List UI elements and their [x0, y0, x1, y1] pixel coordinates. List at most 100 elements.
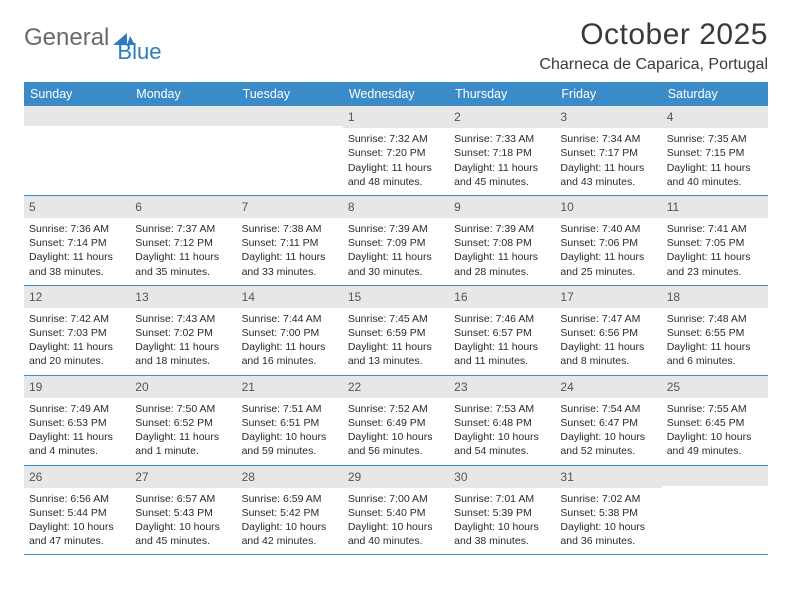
day-cell [24, 106, 130, 195]
daylight-text: Daylight: 11 hours and 8 minutes. [560, 340, 656, 368]
day-number: 31 [555, 466, 661, 488]
day-cell: 2Sunrise: 7:33 AMSunset: 7:18 PMDaylight… [449, 106, 555, 195]
day-details: Sunrise: 7:38 AMSunset: 7:11 PMDaylight:… [241, 222, 339, 279]
daylight-text: Daylight: 11 hours and 25 minutes. [560, 250, 656, 278]
sunrise-text: Sunrise: 7:50 AM [135, 402, 231, 416]
calendar: Sunday Monday Tuesday Wednesday Thursday… [24, 82, 768, 555]
day-details: Sunrise: 7:48 AMSunset: 6:55 PMDaylight:… [666, 312, 764, 369]
daylight-text: Daylight: 10 hours and 52 minutes. [560, 430, 656, 458]
sunrise-text: Sunrise: 7:48 AM [667, 312, 763, 326]
weekday-header: Sunday [24, 82, 130, 106]
day-details: Sunrise: 7:02 AMSunset: 5:38 PMDaylight:… [559, 492, 657, 549]
day-number: 1 [343, 106, 449, 128]
daylight-text: Daylight: 10 hours and 42 minutes. [242, 520, 338, 548]
day-details: Sunrise: 7:45 AMSunset: 6:59 PMDaylight:… [347, 312, 445, 369]
title-block: October 2025 Charneca de Caparica, Portu… [539, 18, 768, 74]
sunset-text: Sunset: 7:12 PM [135, 236, 231, 250]
day-details: Sunrise: 7:32 AMSunset: 7:20 PMDaylight:… [347, 132, 445, 189]
day-cell: 14Sunrise: 7:44 AMSunset: 7:00 PMDayligh… [237, 286, 343, 375]
day-cell: 29Sunrise: 7:00 AMSunset: 5:40 PMDayligh… [343, 466, 449, 555]
month-title: October 2025 [539, 18, 768, 52]
day-cell: 27Sunrise: 6:57 AMSunset: 5:43 PMDayligh… [130, 466, 236, 555]
sunrise-text: Sunrise: 7:35 AM [667, 132, 763, 146]
day-number: 22 [343, 376, 449, 398]
daylight-text: Daylight: 10 hours and 45 minutes. [135, 520, 231, 548]
day-details: Sunrise: 7:51 AMSunset: 6:51 PMDaylight:… [241, 402, 339, 459]
day-number: 17 [555, 286, 661, 308]
day-cell: 1 Sunrise: 7:32 AMSunset: 7:20 PMDaylight… [343, 106, 449, 195]
sunset-text: Sunset: 6:59 PM [348, 326, 444, 340]
day-details: Sunrise: 7:52 AMSunset: 6:49 PMDaylight:… [347, 402, 445, 459]
daylight-text: Daylight: 10 hours and 49 minutes. [667, 430, 763, 458]
sunset-text: Sunset: 7:15 PM [667, 146, 763, 160]
day-details: Sunrise: 7:01 AMSunset: 5:39 PMDaylight:… [453, 492, 551, 549]
day-cell [130, 106, 236, 195]
day-number: 20 [130, 376, 236, 398]
daylight-text: Daylight: 11 hours and 16 minutes. [242, 340, 338, 368]
sunset-text: Sunset: 6:49 PM [348, 416, 444, 430]
day-number: 23 [449, 376, 555, 398]
sunset-text: Sunset: 7:18 PM [454, 146, 550, 160]
day-number: 28 [237, 466, 343, 488]
day-cell: 8Sunrise: 7:39 AMSunset: 7:09 PMDaylight… [343, 196, 449, 285]
daylight-text: Daylight: 11 hours and 18 minutes. [135, 340, 231, 368]
daylight-text: Daylight: 11 hours and 33 minutes. [242, 250, 338, 278]
day-details: Sunrise: 7:43 AMSunset: 7:02 PMDaylight:… [134, 312, 232, 369]
sunset-text: Sunset: 5:39 PM [454, 506, 550, 520]
week-row: 12Sunrise: 7:42 AMSunset: 7:03 PMDayligh… [24, 286, 768, 376]
daylight-text: Daylight: 11 hours and 38 minutes. [29, 250, 125, 278]
sunset-text: Sunset: 6:52 PM [135, 416, 231, 430]
day-cell: 22 Sunrise: 7:52 AMSunset: 6:49 PMDayligh… [343, 376, 449, 465]
day-details: Sunrise: 7:46 AMSunset: 6:57 PMDaylight:… [453, 312, 551, 369]
day-cell: 9Sunrise: 7:39 AMSunset: 7:08 PMDaylight… [449, 196, 555, 285]
day-details: Sunrise: 7:35 AMSunset: 7:15 PMDaylight:… [666, 132, 764, 189]
day-details: Sunrise: 7:00 AMSunset: 5:40 PMDaylight:… [347, 492, 445, 549]
sunrise-text: Sunrise: 6:56 AM [29, 492, 125, 506]
day-details: Sunrise: 7:44 AMSunset: 7:00 PMDaylight:… [241, 312, 339, 369]
sunset-text: Sunset: 6:51 PM [242, 416, 338, 430]
day-cell: 12Sunrise: 7:42 AMSunset: 7:03 PMDayligh… [24, 286, 130, 375]
sunrise-text: Sunrise: 7:52 AM [348, 402, 444, 416]
day-details: Sunrise: 7:34 AMSunset: 7:17 PMDaylight:… [559, 132, 657, 189]
daylight-text: Daylight: 10 hours and 36 minutes. [560, 520, 656, 548]
logo-text-general: General [24, 24, 109, 52]
day-number [662, 466, 768, 486]
sunset-text: Sunset: 7:00 PM [242, 326, 338, 340]
daylight-text: Daylight: 10 hours and 40 minutes. [348, 520, 444, 548]
daylight-text: Daylight: 10 hours and 47 minutes. [29, 520, 125, 548]
sunrise-text: Sunrise: 7:39 AM [348, 222, 444, 236]
day-number: 27 [130, 466, 236, 488]
day-cell: 17Sunrise: 7:47 AMSunset: 6:56 PMDayligh… [555, 286, 661, 375]
location: Charneca de Caparica, Portugal [539, 56, 768, 74]
daylight-text: Daylight: 10 hours and 56 minutes. [348, 430, 444, 458]
sunrise-text: Sunrise: 7:41 AM [667, 222, 763, 236]
sunset-text: Sunset: 5:38 PM [560, 506, 656, 520]
sunset-text: Sunset: 5:44 PM [29, 506, 125, 520]
daylight-text: Daylight: 11 hours and 35 minutes. [135, 250, 231, 278]
sunrise-text: Sunrise: 7:38 AM [242, 222, 338, 236]
day-cell: 25Sunrise: 7:55 AMSunset: 6:45 PMDayligh… [662, 376, 768, 465]
daylight-text: Daylight: 11 hours and 45 minutes. [454, 161, 550, 189]
sunrise-text: Sunrise: 7:55 AM [667, 402, 763, 416]
sunrise-text: Sunrise: 7:40 AM [560, 222, 656, 236]
day-number: 24 [555, 376, 661, 398]
weekday-header: Thursday [449, 82, 555, 106]
day-details: Sunrise: 7:49 AMSunset: 6:53 PMDaylight:… [28, 402, 126, 459]
day-number: 21 [237, 376, 343, 398]
day-cell: 24Sunrise: 7:54 AMSunset: 6:47 PMDayligh… [555, 376, 661, 465]
sunrise-text: Sunrise: 7:37 AM [135, 222, 231, 236]
sunset-text: Sunset: 7:05 PM [667, 236, 763, 250]
sunrise-text: Sunrise: 7:45 AM [348, 312, 444, 326]
day-number: 19 [24, 376, 130, 398]
day-number: 15 [343, 286, 449, 308]
sunrise-text: Sunrise: 7:43 AM [135, 312, 231, 326]
day-cell: 20Sunrise: 7:50 AMSunset: 6:52 PMDayligh… [130, 376, 236, 465]
sunrise-text: Sunrise: 7:01 AM [454, 492, 550, 506]
daylight-text: Daylight: 11 hours and 20 minutes. [29, 340, 125, 368]
sunrise-text: Sunrise: 7:02 AM [560, 492, 656, 506]
daylight-text: Daylight: 11 hours and 30 minutes. [348, 250, 444, 278]
day-number [130, 106, 236, 126]
day-number: 9 [449, 196, 555, 218]
day-cell: 7Sunrise: 7:38 AMSunset: 7:11 PMDaylight… [237, 196, 343, 285]
day-number [237, 106, 343, 126]
